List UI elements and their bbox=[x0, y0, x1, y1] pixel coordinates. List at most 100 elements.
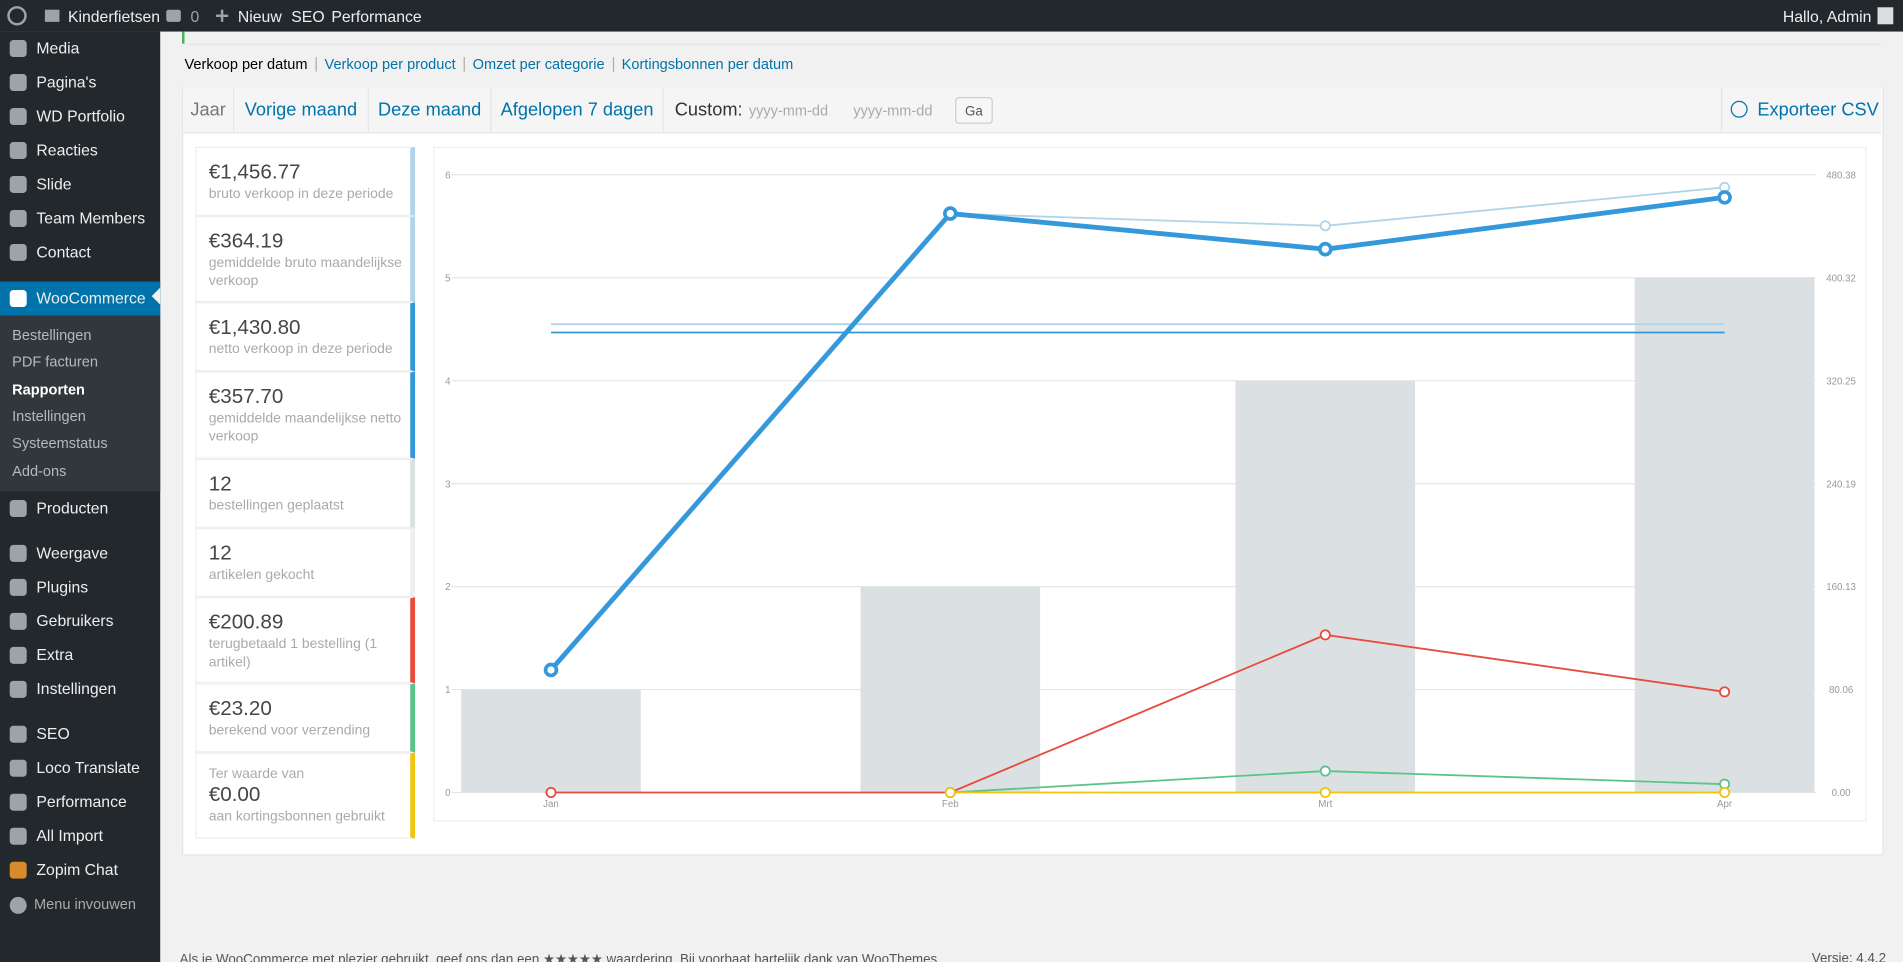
menu-label[interactable]: Performance bbox=[36, 792, 127, 811]
legend-text: terugbetaald 1 bestelling (1 artikel) bbox=[208, 637, 378, 670]
menu-label[interactable]: Slide bbox=[36, 174, 72, 193]
legend-item[interactable]: €23.20 berekend voor verzending bbox=[195, 683, 416, 753]
menu-item[interactable]: Reacties bbox=[0, 134, 160, 168]
menu-item[interactable]: Performance bbox=[0, 785, 160, 819]
menu-item[interactable]: SEO bbox=[0, 717, 160, 751]
legend-item[interactable]: 12 bestellingen geplaatst bbox=[195, 458, 416, 528]
custom-label: Custom: bbox=[674, 99, 743, 121]
submenu-item[interactable]: Rapporten bbox=[12, 380, 85, 398]
y-tick-label: 4 bbox=[445, 376, 451, 387]
legend-item[interactable]: €1,456.77 bruto verkoop in deze periode bbox=[195, 146, 416, 217]
wp-logo[interactable] bbox=[7, 6, 27, 26]
menu-label[interactable]: All Import bbox=[36, 826, 104, 845]
separator bbox=[464, 57, 466, 72]
legend-text: gemiddelde bruto maandelijkse verkoop bbox=[208, 256, 402, 289]
submenu-item[interactable]: Instellingen bbox=[12, 407, 86, 425]
menu-label[interactable]: Reacties bbox=[36, 140, 98, 159]
legend-item[interactable]: €1,430.80 netto verkoop in deze periode bbox=[195, 302, 416, 372]
range-tab[interactable]: Afgelopen 7 dagen bbox=[492, 87, 664, 133]
menu-label[interactable]: Instellingen bbox=[36, 679, 117, 698]
menu-item[interactable]: Instellingen bbox=[0, 672, 160, 706]
export-csv[interactable]: Exporteer CSV bbox=[1757, 99, 1879, 121]
submenu-item[interactable]: Add-ons bbox=[12, 461, 67, 479]
legend-value: €1,456.77 bbox=[208, 160, 301, 184]
menu-collapse[interactable]: Menu invouwen bbox=[0, 888, 160, 922]
bar bbox=[1634, 277, 1815, 793]
submenu-item[interactable]: Systeemstatus bbox=[12, 434, 108, 452]
menu-item[interactable]: Gebruikers bbox=[0, 604, 160, 638]
menu-label[interactable]: WooCommerce bbox=[36, 288, 146, 308]
legend-text: berekend voor verzending bbox=[208, 723, 371, 738]
menu-label[interactable]: Producten bbox=[36, 498, 109, 518]
legend-item[interactable]: €357.70 gemiddelde maandelijkse netto ver… bbox=[195, 371, 416, 459]
menu-item[interactable]: Slide bbox=[0, 167, 160, 201]
menu-label[interactable]: Extra bbox=[36, 645, 74, 664]
submenu-item[interactable]: PDF facturen bbox=[12, 353, 98, 371]
tab-label[interactable]: Afgelopen 7 dagen bbox=[500, 99, 654, 121]
menu-item[interactable]: Team Members bbox=[0, 201, 160, 235]
legend-item[interactable]: €200.89 terugbetaald 1 bestelling (1 arti… bbox=[195, 597, 416, 684]
menu-item[interactable]: Extra bbox=[0, 638, 160, 672]
menu-label[interactable]: WD Portfolio bbox=[36, 106, 125, 126]
tab-label[interactable]: Deze maand bbox=[378, 99, 482, 121]
date-from[interactable]: yyyy-mm-dd bbox=[748, 101, 829, 119]
greeting[interactable]: Hallo, Admin bbox=[1782, 7, 1872, 26]
report-link[interactable]: Verkoop per product bbox=[324, 55, 456, 73]
menu-item[interactable]: WooCommerce bbox=[0, 281, 161, 316]
site-link[interactable]: Kinderfietsen bbox=[67, 7, 161, 26]
point bbox=[1318, 241, 1333, 257]
home-icon bbox=[44, 9, 60, 22]
tab-label[interactable]: Jaar bbox=[190, 99, 226, 121]
y-tick-label: 5 bbox=[445, 273, 450, 284]
menu-item[interactable]: Zopim Chat bbox=[0, 853, 160, 887]
avatar[interactable] bbox=[1877, 7, 1894, 25]
bar bbox=[461, 689, 641, 793]
menu-item[interactable]: Plugins bbox=[0, 570, 160, 604]
report-link[interactable]: Verkoop per datum bbox=[184, 55, 308, 73]
menu-item[interactable]: Weergave bbox=[0, 536, 160, 570]
footer-version: Versie: 4.4.2 bbox=[1811, 951, 1887, 962]
legend-value: €200.89 bbox=[208, 610, 284, 634]
y-tick-label: 3 bbox=[445, 479, 450, 490]
menu-label[interactable]: SEO bbox=[36, 724, 70, 743]
range-tab[interactable]: Jaar bbox=[183, 87, 235, 133]
new-link[interactable]: Nieuw bbox=[237, 7, 282, 26]
menu-icon bbox=[9, 544, 27, 562]
performance-link[interactable]: Performance bbox=[331, 7, 422, 26]
report-link[interactable]: Omzet per categorie bbox=[472, 55, 605, 73]
point bbox=[1319, 765, 1331, 777]
menu-item[interactable]: Contact bbox=[0, 235, 160, 269]
y-tick-label: 2 bbox=[445, 582, 450, 593]
legend-item[interactable]: €364.19 gemiddelde bruto maandelijkse ver… bbox=[195, 216, 416, 303]
legend-item[interactable]: Ter waarde van €0.00 aan kortingsbonnen ge… bbox=[195, 752, 416, 839]
tab-label[interactable]: Vorige maand bbox=[244, 99, 358, 121]
menu-label[interactable]: Contact bbox=[36, 242, 91, 261]
report-link[interactable]: Kortingsbonnen per datum bbox=[621, 55, 794, 73]
menu-label[interactable]: Loco Translate bbox=[36, 758, 140, 777]
range-tab[interactable]: Deze maand bbox=[369, 87, 492, 133]
point bbox=[1319, 220, 1331, 232]
menu-label[interactable]: Team Members bbox=[36, 208, 146, 227]
menu-label[interactable]: Weergave bbox=[36, 543, 109, 562]
go-button[interactable]: Ga bbox=[955, 97, 993, 124]
menu-item[interactable]: Loco Translate bbox=[0, 751, 160, 785]
legend-item[interactable]: 12 artikelen gekocht bbox=[195, 527, 416, 598]
menu-label[interactable]: Gebruikers bbox=[36, 611, 114, 630]
range-tab[interactable]: Vorige maand bbox=[234, 87, 369, 133]
menu-label[interactable]: Pagina's bbox=[36, 72, 97, 92]
submenu-item[interactable]: Bestellingen bbox=[12, 326, 92, 344]
menu-item[interactable]: Media bbox=[0, 32, 160, 66]
menu-item[interactable]: WD Portfolio bbox=[0, 100, 160, 134]
line bbox=[550, 633, 1725, 794]
date-to[interactable]: yyyy-mm-dd bbox=[853, 101, 933, 119]
seo-link[interactable]: SEO bbox=[291, 7, 325, 26]
bar bbox=[1235, 380, 1416, 793]
menu-item[interactable]: Producten bbox=[0, 492, 160, 526]
comments-count[interactable]: 0 bbox=[190, 7, 200, 26]
menu-item[interactable]: All Import bbox=[0, 819, 160, 853]
menu-label[interactable]: Plugins bbox=[36, 577, 89, 596]
collapse-label[interactable]: Menu invouwen bbox=[33, 895, 137, 913]
menu-label[interactable]: Media bbox=[36, 38, 80, 58]
menu-item[interactable]: Pagina's bbox=[0, 66, 160, 100]
menu-label[interactable]: Zopim Chat bbox=[36, 860, 118, 879]
